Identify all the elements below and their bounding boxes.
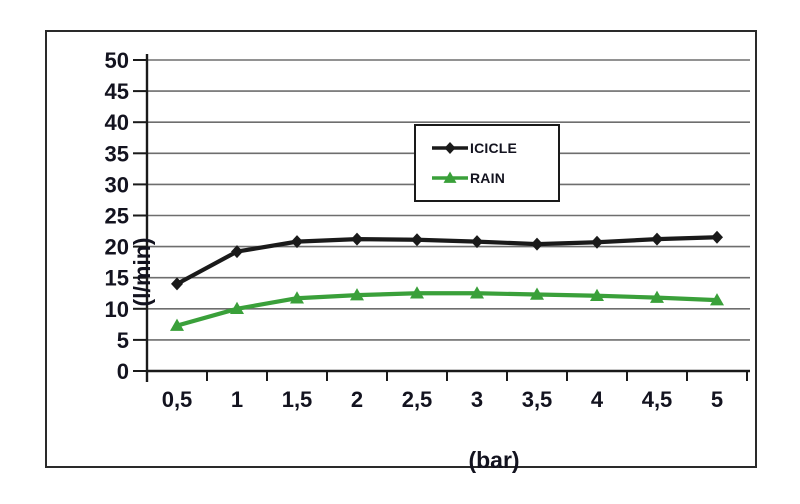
data-point-triangle	[410, 286, 424, 299]
data-point-triangle	[530, 287, 544, 300]
data-point-triangle	[350, 288, 364, 301]
data-point-diamond	[591, 235, 603, 249]
x-tick-label: 5	[711, 387, 723, 412]
data-point-diamond	[291, 235, 303, 249]
legend-box: ICICLE RAIN	[414, 124, 560, 202]
x-tick-label: 3	[471, 387, 483, 412]
series-line-icicle	[174, 235, 720, 287]
data-point-diamond	[711, 230, 723, 244]
diamond-marker-icon	[430, 140, 470, 156]
data-point-triangle	[230, 301, 244, 315]
data-point-triangle	[290, 291, 304, 304]
legend-label-rain: RAIN	[470, 170, 506, 186]
data-point-diamond	[351, 232, 363, 246]
y-tick-label: 45	[105, 79, 129, 104]
data-point-diamond	[471, 235, 483, 249]
data-point-triangle	[710, 293, 724, 306]
data-point-diamond	[411, 233, 423, 247]
y-tick-label: 10	[105, 297, 129, 322]
y-tick-label: 15	[105, 266, 129, 291]
y-tick-label: 25	[105, 204, 129, 229]
data-point-diamond	[531, 237, 543, 251]
triangle-marker-icon	[430, 170, 470, 186]
y-tick-label: 0	[117, 359, 129, 384]
y-tick-label: 35	[105, 141, 129, 166]
data-point-triangle	[650, 290, 664, 303]
chart-frame: 0 5 10 15 20 25 30 35 40 45 50 0,5 1 1,5 2 2,5 3 3,5 4 4,5 5…	[45, 30, 757, 473]
y-axis-title: (l/min)	[129, 237, 155, 307]
plot-area: 0 5 10 15 20 25 30 35 40 45 50 0,5 1 1,5 2 2,5 3 3,5 4 4,5 5	[105, 48, 750, 412]
y-tick-label: 30	[105, 172, 129, 197]
x-tick-label: 3,5	[522, 387, 553, 412]
x-tick-label: 1,5	[282, 387, 313, 412]
data-point-triangle	[590, 288, 604, 301]
legend-label-icicle: ICICLE	[470, 140, 518, 156]
y-tick-label: 50	[105, 48, 129, 73]
x-tick-label: 1	[231, 387, 243, 412]
series-line-rain	[174, 291, 720, 328]
data-point-triangle	[470, 286, 484, 299]
x-tick-label: 2,5	[402, 387, 433, 412]
data-point-triangle	[170, 318, 184, 331]
x-axis-title: (bar)	[468, 447, 520, 473]
legend-item-rain: RAIN	[430, 170, 558, 186]
x-tick-label: 4	[591, 387, 604, 412]
data-point-diamond	[231, 245, 243, 259]
legend-item-icicle: ICICLE	[430, 140, 558, 156]
y-tick-label: 40	[105, 110, 129, 135]
x-tick-label: 4,5	[642, 387, 673, 412]
y-tick-label: 5	[117, 328, 129, 353]
data-point-diamond	[171, 277, 183, 291]
x-tick-label: 0,5	[162, 387, 193, 412]
data-point-diamond	[651, 232, 663, 246]
y-tick-label: 20	[105, 235, 129, 260]
x-tick-label: 2	[351, 387, 363, 412]
